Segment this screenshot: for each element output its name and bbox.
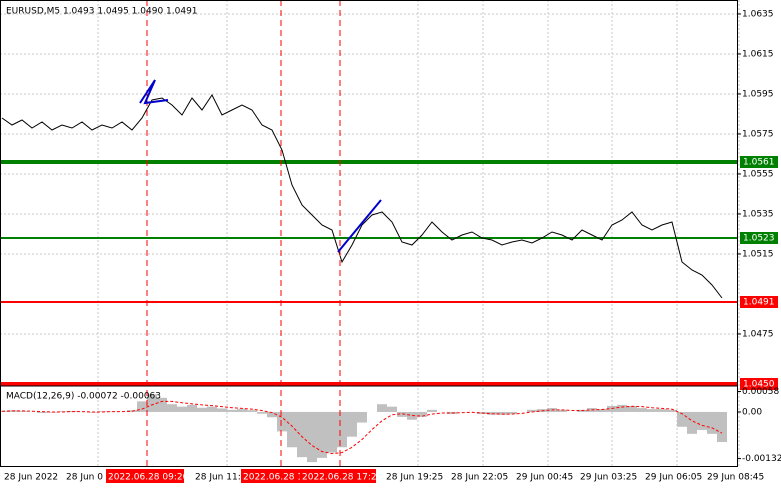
histogram-bar — [497, 411, 507, 415]
histogram-bar — [287, 411, 297, 448]
y-tick-label: 1.0535 — [742, 210, 774, 220]
histogram-bar — [147, 394, 157, 412]
histogram-bar — [627, 405, 637, 412]
y-tick-label: 1.0555 — [742, 170, 774, 180]
histogram-bar — [257, 411, 267, 414]
level-label-box — [740, 232, 778, 244]
vertical-markers — [146, 0, 341, 466]
trend-line — [337, 199, 382, 253]
histogram-bar — [247, 410, 257, 412]
histogram-bar — [357, 411, 367, 423]
histogram-bar — [227, 409, 237, 412]
level-label: 1.0523 — [743, 234, 775, 244]
histogram-bar — [37, 411, 47, 414]
level-label-box — [740, 156, 778, 168]
x-label-highlight — [241, 469, 301, 483]
histogram-bar — [137, 401, 147, 412]
histogram-bar — [507, 411, 517, 415]
histogram-bar — [667, 409, 677, 412]
price-line — [1, 94, 723, 299]
histogram-bar — [397, 411, 407, 417]
x-tick-label: 29 Jun 06:05 — [645, 473, 702, 483]
x-tick-label: 28 Jun 22:05 — [451, 473, 508, 483]
y-tick-label: 0.00058 — [742, 387, 779, 397]
histogram-bar — [707, 411, 717, 434]
histogram-bar — [657, 409, 667, 412]
x-tick-label: 2022.06.28 1 — [243, 473, 303, 483]
histogram-bar — [307, 411, 317, 463]
histogram-bar — [217, 408, 227, 412]
trend-line — [139, 79, 169, 105]
level-label-box — [740, 378, 778, 390]
chart-title: EURUSD,M5 1.0493 1.0495 1.0490 1.0491 — [6, 7, 198, 17]
histogram-bar — [277, 411, 287, 432]
histogram-bar — [407, 411, 417, 420]
histogram-bar — [297, 411, 307, 458]
histogram-bar — [617, 404, 627, 412]
x-tick-label: 28 Jun 19:25 — [386, 473, 443, 483]
histogram-bar — [177, 406, 187, 412]
trend-annotations — [139, 79, 382, 253]
histogram-bar — [347, 411, 357, 437]
histogram-bar — [597, 409, 607, 412]
plot-frame — [0, 0, 738, 467]
histogram-bar — [267, 411, 277, 418]
histogram-bar — [167, 404, 177, 412]
histogram-bar — [387, 406, 397, 412]
x-tick-label: 29 Jun 08:45 — [707, 473, 764, 483]
histogram-bar — [327, 411, 337, 453]
x-label-highlight — [106, 469, 184, 483]
histogram-bar — [427, 409, 437, 412]
histogram-bar — [527, 409, 537, 412]
histogram-bar — [687, 411, 697, 434]
x-tick-label: 2022.06.28 09:20 — [108, 473, 189, 483]
y-tick-label: 1.0515 — [742, 250, 774, 260]
histogram-bar — [337, 411, 347, 448]
histogram-bar — [197, 407, 207, 412]
histogram-bar — [637, 408, 647, 412]
y-tick-label: 1.0475 — [742, 330, 774, 340]
histogram-bar — [207, 406, 217, 412]
histogram-bar — [317, 411, 327, 458]
histogram-bar — [377, 404, 387, 412]
level-label: 1.0561 — [743, 158, 775, 168]
x-tick-label: 29 Jun 03:25 — [580, 473, 637, 483]
level-label: 1.0491 — [743, 298, 775, 308]
y-tick-label: -0.00132 — [742, 454, 781, 464]
histogram-bar — [17, 410, 27, 412]
x-tick-label: 29 Jun 00:45 — [516, 473, 573, 483]
axes: 28 Jun 2022 28 Jun 0 2022.06.28 09:20 28 Ju… — [4, 10, 781, 483]
histogram-bar — [677, 411, 687, 427]
y-tick-label: 1.0615 — [742, 50, 774, 60]
indicator-title: MACD(12,26,9) -0.00072 -0.00063 — [6, 392, 161, 402]
x-tick-label: 2022.06.28 17:25 — [302, 473, 382, 483]
y-tick-label: 1.0575 — [742, 130, 774, 140]
histogram-bar — [417, 411, 427, 417]
histogram-bar — [237, 409, 247, 412]
histogram-bar — [557, 409, 567, 412]
levels — [0, 160, 737, 386]
signal-line — [1, 400, 723, 455]
histogram-bar — [717, 411, 727, 442]
level-label-box — [740, 296, 778, 308]
marks — [0, 94, 727, 463]
histogram-bar — [607, 405, 617, 412]
x-label-highlight — [300, 469, 376, 483]
histogram-bar — [647, 409, 657, 412]
histogram-bar — [187, 404, 197, 412]
histogram-bar — [697, 411, 707, 430]
x-tick-label: 28 Jun 2022 — [4, 473, 58, 483]
x-tick-label: 28 Jun 0 — [66, 473, 103, 483]
y-tick-label: 0.00 — [742, 407, 762, 417]
x-tick-label: 28 Jun 11: — [195, 473, 241, 483]
histogram-bar — [157, 397, 167, 412]
level-label: 1.0450 — [743, 380, 775, 390]
y-tick-label: 1.0595 — [742, 90, 774, 100]
y-tick-label: 1.0635 — [742, 10, 774, 20]
